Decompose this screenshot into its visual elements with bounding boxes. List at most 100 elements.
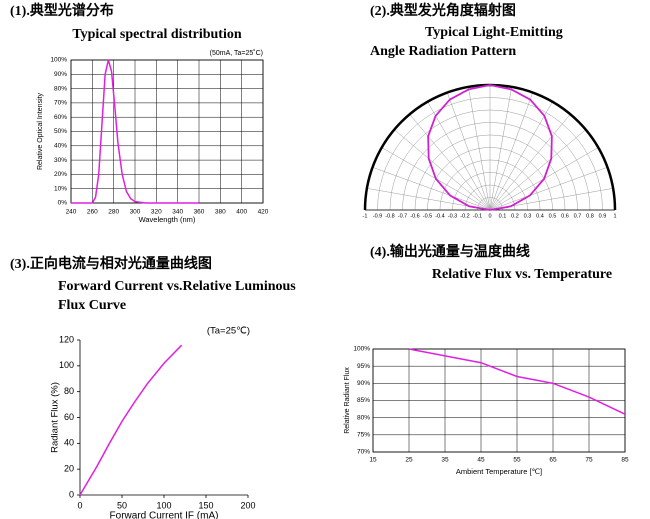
y-tick-label: 120 <box>59 334 74 344</box>
y-axis-label: Relative Optical Intensity <box>37 92 44 170</box>
x-tick-label: 360 <box>194 209 205 216</box>
y-tick-label: 40% <box>54 143 67 150</box>
y-tick-label: 100% <box>50 57 67 64</box>
grid-spoke <box>427 101 491 211</box>
y-tick-label: 10% <box>54 185 67 192</box>
y-axis-label: Radiant Flux (%) <box>50 382 61 453</box>
x-tick-label: 280 <box>108 209 119 216</box>
section-heading: (4).输出光通量与温度曲线 <box>370 243 530 260</box>
y-tick-label: 80 <box>64 386 74 396</box>
x-tick-label: 85 <box>621 457 629 464</box>
chart-title: Flux Curve <box>58 298 126 313</box>
x-tick-label: 35 <box>441 457 449 464</box>
y-tick-label: 100% <box>353 346 370 353</box>
x-tick-label: 200 <box>240 500 255 510</box>
r-tick-label: -0.3 <box>448 213 457 219</box>
y-tick-label: 40 <box>64 438 74 448</box>
data-line <box>71 59 199 204</box>
y-tick-label: 70% <box>54 100 67 107</box>
y-tick-label: 85% <box>357 397 370 404</box>
y-tick-label: 0 <box>69 489 74 499</box>
y-tick-label: 75% <box>357 432 370 439</box>
x-tick-label: 65 <box>549 457 557 464</box>
x-tick-label: 15 <box>369 457 377 464</box>
y-tick-label: 20% <box>54 171 67 178</box>
r-tick-label: -0.2 <box>460 213 469 219</box>
r-tick-label: -0.7 <box>398 213 407 219</box>
y-tick-label: 100 <box>59 360 74 370</box>
x-axis-label: Wavelength (nm) <box>139 215 196 224</box>
chart-title: Relative Flux vs. Temperature <box>432 267 612 282</box>
section-heading: (3).正向电流与相对光通量曲线图 <box>10 255 212 272</box>
radiation-curve <box>427 84 553 211</box>
x-tick-label: 240 <box>66 209 77 216</box>
r-tick-label: 0.7 <box>574 213 582 219</box>
grid-spoke <box>489 101 553 211</box>
x-tick-label: 75 <box>585 457 593 464</box>
chart-title: Forward Current vs.Relative Luminous <box>58 279 296 294</box>
grid-spoke <box>409 114 491 211</box>
grid-spoke <box>489 167 608 211</box>
grid-spoke <box>394 129 491 211</box>
r-tick-label: -0.1 <box>473 213 482 219</box>
grid-spoke <box>468 86 491 211</box>
x-tick-label: 150 <box>198 500 213 510</box>
y-tick-label: 90% <box>54 71 67 78</box>
r-tick-label: 0.5 <box>549 213 557 219</box>
r-tick-label: -0.9 <box>373 213 382 219</box>
x-axis-label: Ambient Temperature [℃] <box>456 467 542 476</box>
y-tick-label: 0% <box>58 200 68 207</box>
grid-spoke <box>489 114 571 211</box>
x-tick-label: 300 <box>130 209 141 216</box>
chart-title: Typical spectral distribution <box>72 27 242 42</box>
x-tick-label: 100 <box>156 500 171 510</box>
r-tick-label: 0.3 <box>524 213 532 219</box>
grid-spoke <box>447 92 491 211</box>
r-tick-label: 0.1 <box>499 213 507 219</box>
r-tick-label: -0.8 <box>385 213 394 219</box>
y-tick-label: 70% <box>357 449 370 456</box>
x-tick-label: 400 <box>236 209 247 216</box>
data-line <box>408 348 626 415</box>
y-tick-label: 80% <box>54 85 67 92</box>
y-tick-label: 20 <box>64 464 74 474</box>
y-tick-label: 90% <box>357 380 370 387</box>
y-tick-label: 30% <box>54 157 67 164</box>
chart-title: Angle Radiation Pattern <box>370 44 516 59</box>
r-tick-label: 0.9 <box>599 213 607 219</box>
r-tick-label: -1 <box>363 213 368 219</box>
x-tick-label: 420 <box>258 209 269 216</box>
r-tick-label: -0.6 <box>410 213 419 219</box>
r-tick-label: 1 <box>613 213 616 219</box>
r-tick-label: -0.4 <box>435 213 444 219</box>
grid-spoke <box>489 86 512 211</box>
r-tick-label: -0.5 <box>423 213 432 219</box>
x-tick-label: 260 <box>87 209 98 216</box>
x-tick-label: 50 <box>117 500 127 510</box>
x-tick-label: 340 <box>172 209 183 216</box>
y-tick-label: 80% <box>357 414 370 421</box>
grid-spoke <box>489 92 533 211</box>
grid-spoke <box>372 167 491 211</box>
r-tick-label: 0.8 <box>586 213 594 219</box>
y-tick-label: 60% <box>54 114 67 121</box>
x-tick-label: 320 <box>151 209 162 216</box>
plot-frame <box>372 348 626 453</box>
x-tick-label: 25 <box>405 457 413 464</box>
x-tick-label: 380 <box>215 209 226 216</box>
x-axis-label: Forward Current IF (mA) <box>110 511 219 519</box>
section-heading: (1).典型光谱分布 <box>10 2 114 19</box>
data-line <box>79 344 183 496</box>
y-axis-label: Relative Radiant Flux <box>344 367 351 434</box>
x-tick-label: 45 <box>477 457 485 464</box>
condition-note: (50mA, Ta=25˚C) <box>210 49 263 57</box>
r-tick-label: 0.6 <box>561 213 569 219</box>
section-heading: (2).典型发光角度辐射图 <box>370 2 516 19</box>
chart-title: Typical Light-Emitting <box>425 25 563 40</box>
r-tick-label: 0 <box>488 213 491 219</box>
grid-spoke <box>489 129 586 211</box>
x-tick-label: 0 <box>77 500 82 510</box>
y-tick-label: 60 <box>64 412 74 422</box>
x-tick-label: 55 <box>513 457 521 464</box>
